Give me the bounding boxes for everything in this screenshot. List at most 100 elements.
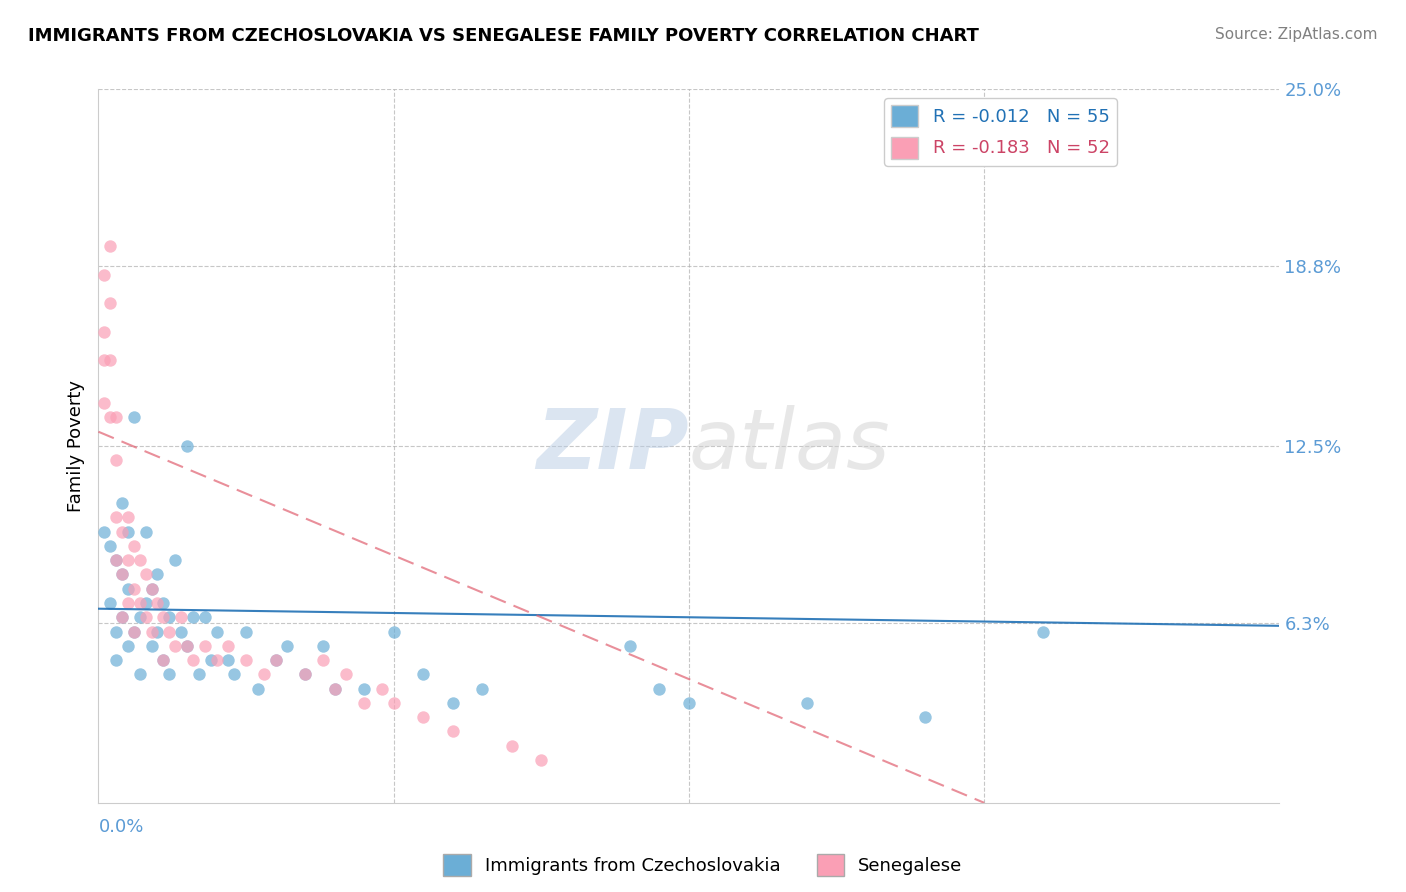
Point <box>157 610 180 624</box>
Point <box>194 610 217 624</box>
Point <box>128 596 150 610</box>
Point <box>98 539 121 553</box>
Point <box>141 639 163 653</box>
Point <box>117 553 139 567</box>
Text: 0.0%: 0.0% <box>98 819 143 837</box>
Point <box>117 596 139 610</box>
Point <box>170 610 193 624</box>
Point <box>98 410 121 425</box>
Point <box>353 696 375 710</box>
Point <box>914 710 936 724</box>
Point <box>122 624 145 639</box>
Text: ZIP: ZIP <box>536 406 689 486</box>
Point <box>111 610 134 624</box>
Point <box>796 696 818 710</box>
Point <box>264 653 287 667</box>
Point <box>111 496 134 510</box>
Point <box>152 653 174 667</box>
Point <box>323 681 346 696</box>
Point <box>98 296 121 310</box>
Point <box>276 639 298 653</box>
Point <box>1032 624 1054 639</box>
Point <box>122 410 145 425</box>
Point <box>98 353 121 368</box>
Point <box>648 681 671 696</box>
Point <box>141 582 163 596</box>
Point <box>382 624 405 639</box>
Point <box>312 639 335 653</box>
Point <box>111 567 134 582</box>
Point <box>141 582 163 596</box>
Point <box>152 610 174 624</box>
Point <box>194 639 217 653</box>
Point <box>157 624 180 639</box>
Point <box>323 681 346 696</box>
Point <box>105 510 128 524</box>
Point <box>128 553 150 567</box>
Point <box>170 624 193 639</box>
Point <box>93 524 115 539</box>
Point <box>146 624 169 639</box>
Point <box>246 681 269 696</box>
Point <box>217 653 239 667</box>
Point <box>93 396 115 410</box>
Text: atlas: atlas <box>689 406 890 486</box>
Point <box>530 753 553 767</box>
Point <box>619 639 641 653</box>
Point <box>105 653 128 667</box>
Point <box>441 724 464 739</box>
Legend: Immigrants from Czechoslovakia, Senegalese: Immigrants from Czechoslovakia, Senegale… <box>436 847 970 883</box>
Point <box>371 681 394 696</box>
Point <box>253 667 276 681</box>
Point <box>111 567 134 582</box>
Point <box>122 582 145 596</box>
Point <box>98 239 121 253</box>
Point <box>353 681 375 696</box>
Point <box>412 710 434 724</box>
Point <box>128 610 150 624</box>
Point <box>135 524 157 539</box>
Point <box>93 353 115 368</box>
Point <box>176 639 198 653</box>
Point <box>98 596 121 610</box>
Point <box>205 624 228 639</box>
Point <box>122 539 145 553</box>
Point <box>105 410 128 425</box>
Point <box>135 610 157 624</box>
Point <box>152 653 174 667</box>
Point <box>128 667 150 681</box>
Point <box>105 553 128 567</box>
Point <box>117 582 139 596</box>
Point <box>412 667 434 681</box>
Point <box>217 639 239 653</box>
Point <box>471 681 494 696</box>
Point <box>441 696 464 710</box>
Y-axis label: Family Poverty: Family Poverty <box>66 380 84 512</box>
Point <box>105 624 128 639</box>
Point <box>157 667 180 681</box>
Point <box>678 696 700 710</box>
Point <box>122 624 145 639</box>
Point <box>335 667 357 681</box>
Point <box>312 653 335 667</box>
Point <box>117 524 139 539</box>
Point <box>187 667 209 681</box>
Point <box>165 639 187 653</box>
Point <box>294 667 316 681</box>
Point <box>205 653 228 667</box>
Point <box>93 268 115 282</box>
Point <box>152 596 174 610</box>
Point <box>105 453 128 467</box>
Point <box>93 325 115 339</box>
Point <box>117 510 139 524</box>
Point <box>264 653 287 667</box>
Point <box>235 624 257 639</box>
Point <box>176 439 198 453</box>
Point <box>135 596 157 610</box>
Point <box>105 553 128 567</box>
Point <box>501 739 523 753</box>
Point <box>135 567 157 582</box>
Text: Source: ZipAtlas.com: Source: ZipAtlas.com <box>1215 27 1378 42</box>
Point <box>117 639 139 653</box>
Point <box>146 596 169 610</box>
